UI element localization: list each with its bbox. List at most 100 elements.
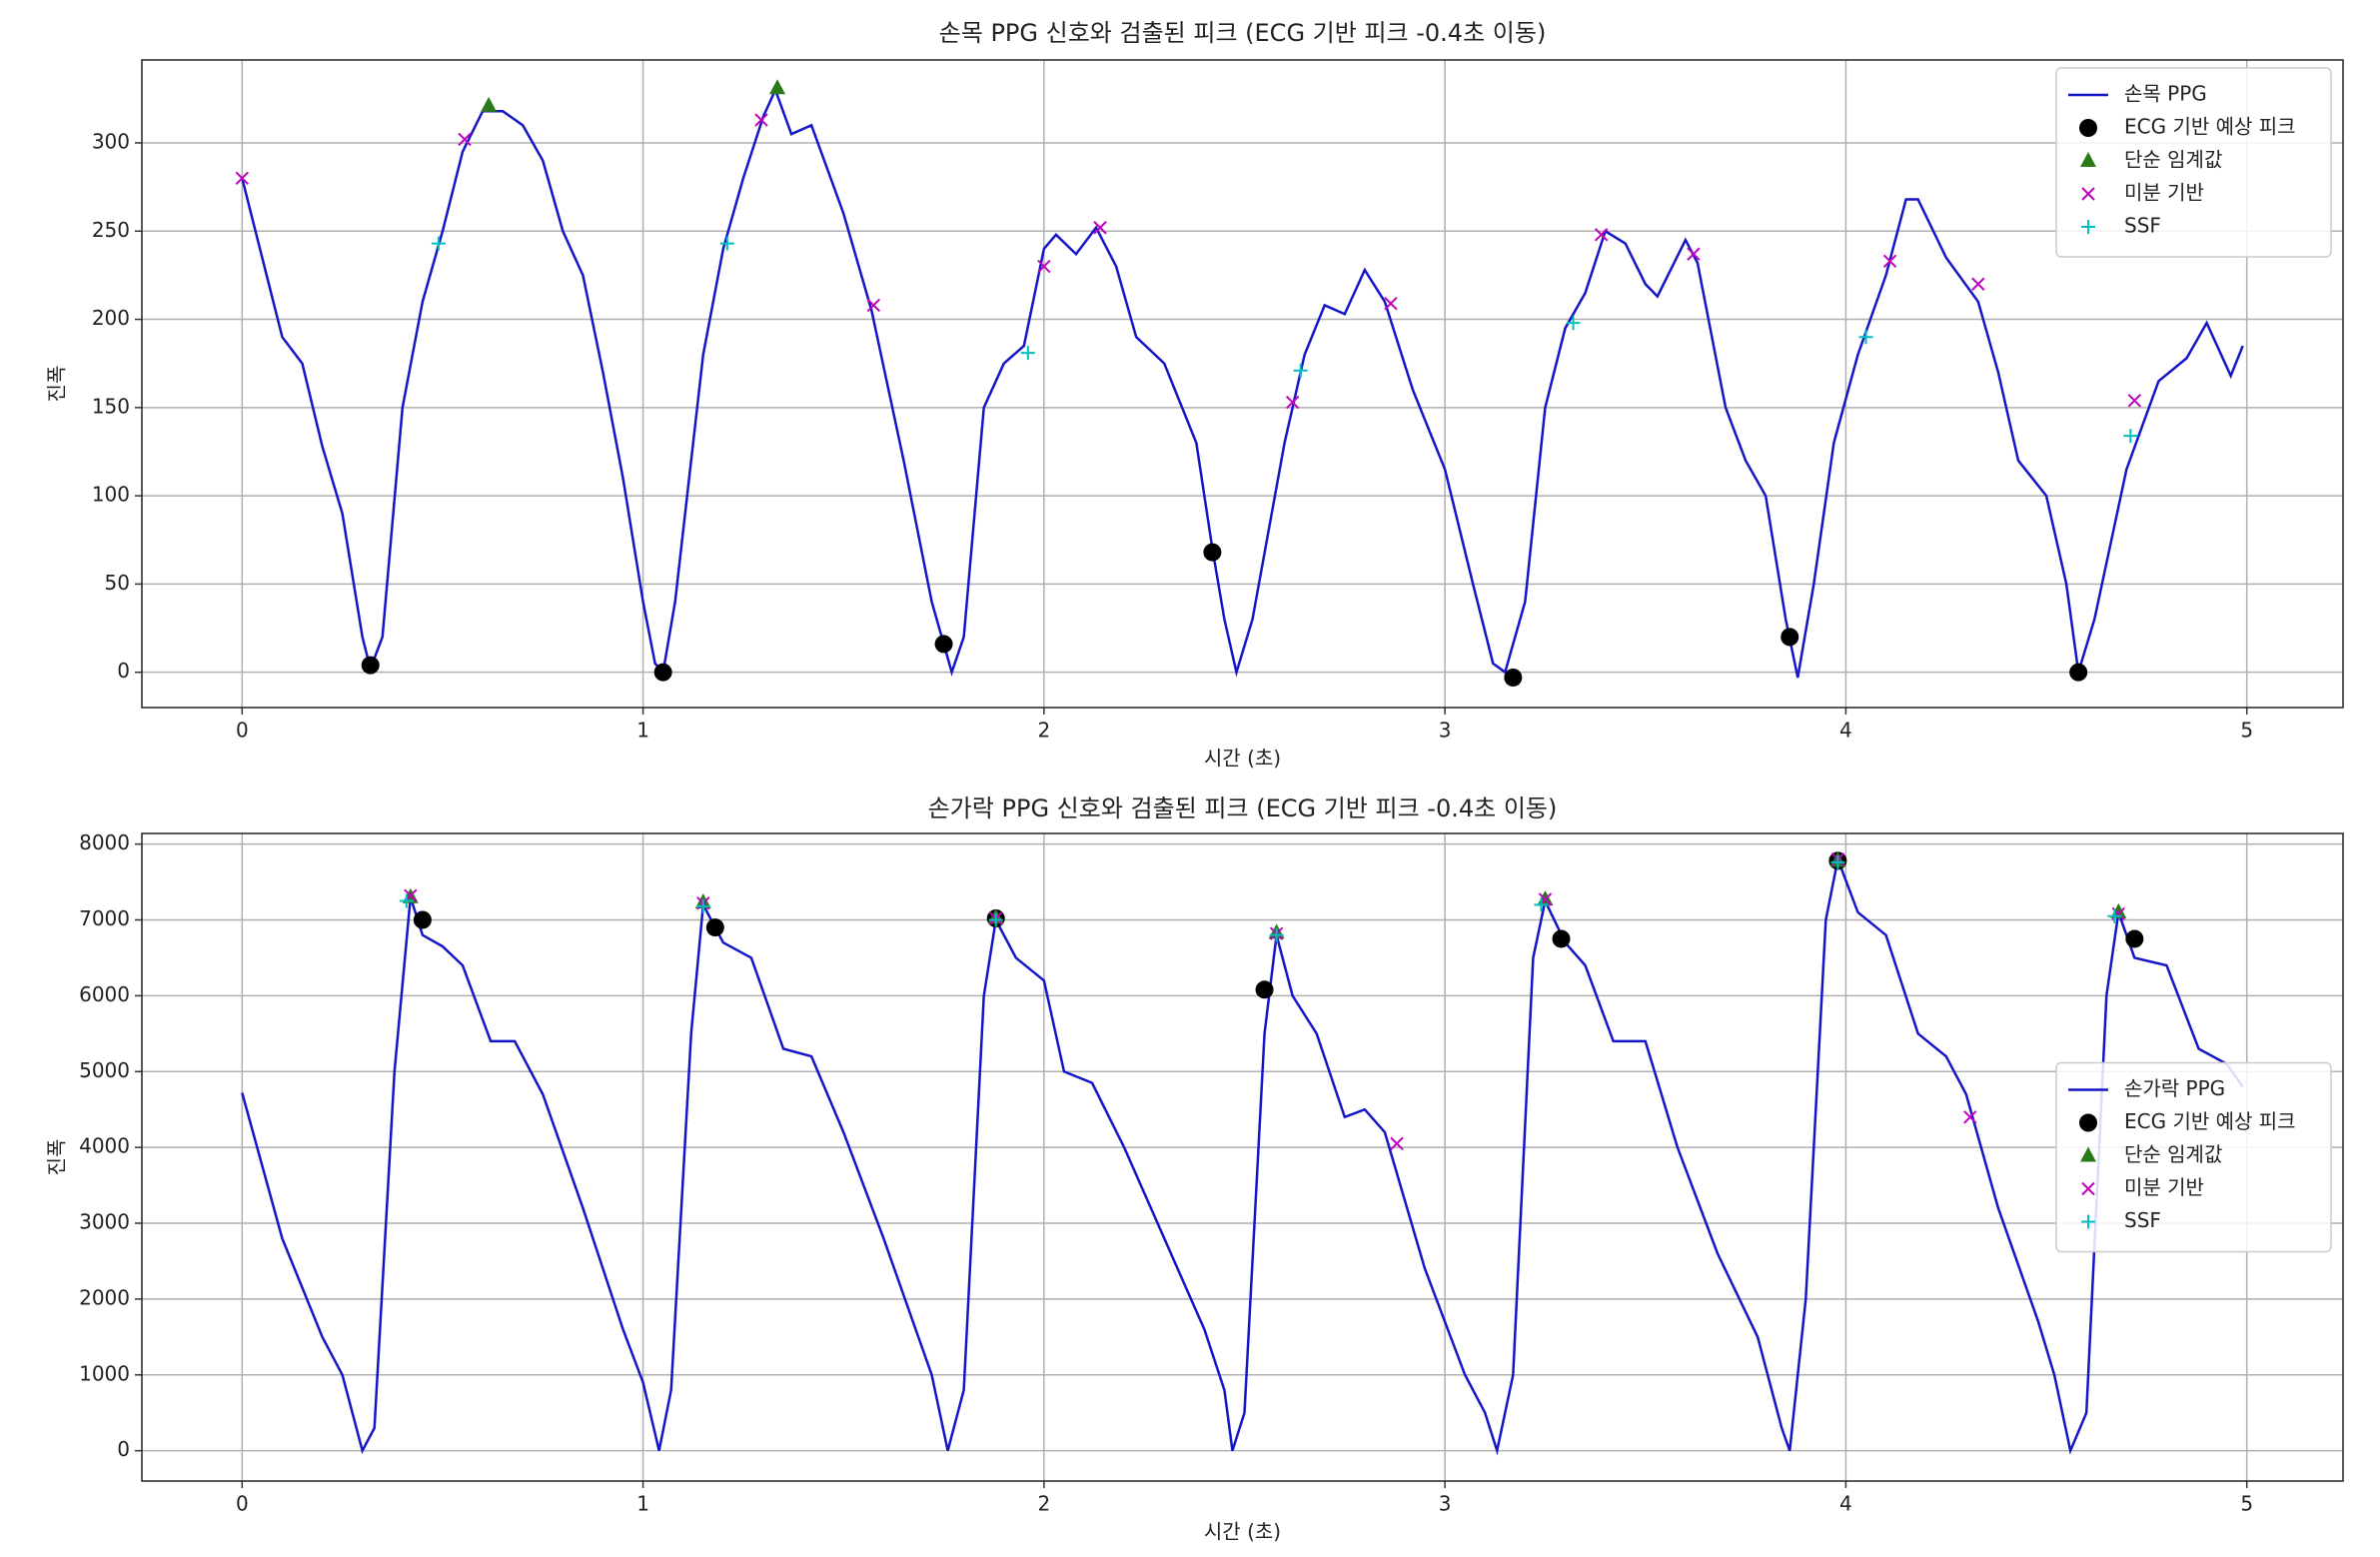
marker-x <box>2081 1181 2095 1196</box>
marker-circle <box>2079 1113 2097 1132</box>
marker-circle <box>1203 543 1222 562</box>
x-tick-label: 3 <box>1439 1492 1452 1516</box>
y-tick-label: 8000 <box>79 830 130 854</box>
x-tick-label: 2 <box>1038 1492 1051 1516</box>
legend-label: 미분 기반 <box>2124 1175 2204 1199</box>
marker-triangle <box>2080 1146 2096 1162</box>
series-line <box>241 86 2244 679</box>
marker-plus <box>431 236 446 251</box>
marker-x <box>2127 394 2142 408</box>
x-tick-label: 5 <box>2240 719 2253 743</box>
y-tick-label: 6000 <box>79 982 130 1006</box>
series-line <box>241 854 2244 1456</box>
chart-title: 손가락 PPG 신호와 검출된 피크 (ECG 기반 피크 -0.4초 이동) <box>928 794 1558 822</box>
marker-plus <box>399 893 414 908</box>
legend-label: ECG 기반 예상 피크 <box>2124 115 2296 139</box>
marker-x <box>1687 247 1701 261</box>
x-tick-label: 3 <box>1439 719 1452 743</box>
marker-plus <box>1269 927 1284 942</box>
x-axis-label: 시간 (초) <box>1204 747 1281 771</box>
plot <box>235 79 2244 687</box>
x-tick-label: 1 <box>636 1492 649 1516</box>
x-tick-label: 1 <box>636 719 649 743</box>
marker-plus <box>1858 330 1873 345</box>
marker-circle <box>1552 929 1571 948</box>
x-tick-label: 2 <box>1038 719 1051 743</box>
y-tick-label: 4000 <box>79 1134 130 1158</box>
y-tick-label: 1000 <box>79 1361 130 1385</box>
marker-x <box>458 132 472 147</box>
y-tick-label: 250 <box>92 218 130 242</box>
marker-x <box>235 171 250 186</box>
marker-triangle <box>1537 890 1554 906</box>
plot <box>241 851 2244 1456</box>
marker-plus <box>695 898 710 913</box>
y-tick-label: 3000 <box>79 1210 130 1234</box>
plot-frame <box>141 832 2344 1482</box>
x-tick-label: 0 <box>236 1492 249 1516</box>
x-tick-label: 4 <box>1839 719 1852 743</box>
marker-circle <box>1504 668 1523 687</box>
y-tick-label: 0 <box>117 659 130 683</box>
y-tick-label: 50 <box>105 571 130 595</box>
legend-label: 단순 임계값 <box>2124 148 2222 172</box>
marker-triangle <box>2080 152 2096 167</box>
marker-circle <box>653 663 672 682</box>
marker-plus <box>1293 363 1308 378</box>
marker-x <box>1093 221 1107 235</box>
marker-plus <box>988 912 1003 927</box>
marker-plus <box>2107 908 2122 923</box>
y-tick-label: 150 <box>92 394 130 418</box>
marker-circle <box>361 656 380 675</box>
x-tick-label: 5 <box>2240 1492 2253 1516</box>
marker-x <box>1037 259 1051 274</box>
legend-box <box>2055 67 2332 258</box>
chart: 손목 PPG 신호와 검출된 피크 (ECG 기반 피크 -0.4초 이동) 시간… <box>45 19 2344 771</box>
y-tick-label: 7000 <box>79 906 130 930</box>
legend-label: 단순 임계값 <box>2124 1142 2222 1166</box>
marker-triangle <box>481 96 498 112</box>
marker-circle <box>2125 929 2144 948</box>
legend-label: SSF <box>2124 214 2161 238</box>
y-tick-label: 200 <box>92 306 130 330</box>
marker-circle <box>934 635 953 654</box>
plot-frame <box>141 59 2344 709</box>
marker-plus <box>1020 346 1035 361</box>
marker-circle <box>705 918 724 937</box>
x-tick-label: 4 <box>1839 1492 1852 1516</box>
y-axis-label: 진폭 <box>45 1139 69 1176</box>
marker-circle <box>1255 980 1274 999</box>
marker-circle <box>2079 119 2097 137</box>
legend-label: SSF <box>2124 1208 2161 1232</box>
marker-triangle <box>769 79 786 95</box>
marker-circle <box>413 910 432 929</box>
y-tick-label: 0 <box>117 1437 130 1461</box>
y-tick-label: 300 <box>92 129 130 153</box>
marker-x <box>1285 395 1300 410</box>
marker-x <box>1384 296 1398 311</box>
marker-x <box>1594 228 1609 242</box>
marker-plus <box>2081 1214 2095 1229</box>
marker-circle <box>1781 628 1799 647</box>
marker-plus <box>1534 897 1549 912</box>
chart: 손가락 PPG 신호와 검출된 피크 (ECG 기반 피크 -0.4초 이동) 시… <box>45 794 2344 1544</box>
marker-x <box>1390 1136 1404 1151</box>
y-axis-label: 진폭 <box>45 366 69 403</box>
legend-label: 손가락 PPG <box>2124 1076 2225 1100</box>
x-axis-label: 시간 (초) <box>1204 1520 1281 1544</box>
y-tick-label: 2000 <box>79 1285 130 1309</box>
legend-label: ECG 기반 예상 피크 <box>2124 1109 2296 1133</box>
chart-title: 손목 PPG 신호와 검출된 피크 (ECG 기반 피크 -0.4초 이동) <box>939 19 1547 47</box>
marker-x <box>2081 187 2095 201</box>
marker-plus <box>1830 854 1845 869</box>
legend-box <box>2055 1061 2332 1253</box>
marker-plus <box>1566 316 1581 331</box>
marker-x <box>754 113 768 127</box>
marker-x <box>1963 1110 1977 1124</box>
y-tick-label: 5000 <box>79 1058 130 1082</box>
marker-plus <box>2123 429 2138 444</box>
marker-plus <box>2081 220 2095 234</box>
